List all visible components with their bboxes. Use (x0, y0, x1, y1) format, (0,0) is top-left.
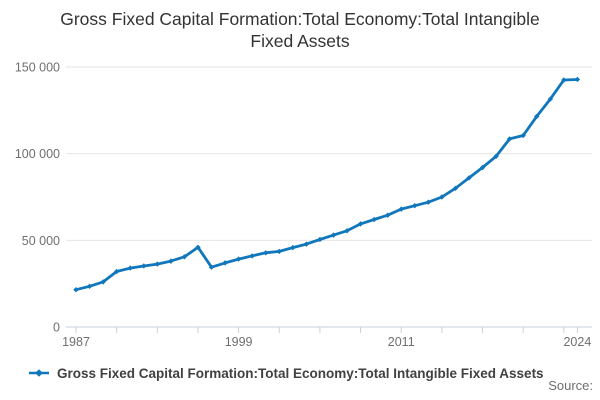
data-point[interactable] (208, 264, 215, 270)
data-point[interactable] (303, 241, 310, 247)
data-point[interactable] (249, 253, 255, 259)
gridlines (66, 66, 592, 241)
y-tick-label: 150 000 (15, 61, 60, 75)
axis-labels: 0 50 000 100 000 150 000 1987 1999 2011 2024 (15, 61, 592, 350)
data-point[interactable] (425, 199, 432, 205)
legend-label: Gross Fixed Capital Formation:Total Econ… (57, 365, 544, 381)
source-label: Source: (548, 378, 593, 393)
data-point[interactable] (317, 236, 323, 243)
data-point[interactable] (195, 244, 201, 250)
data-point[interactable] (520, 132, 526, 139)
x-tick-label: 1999 (225, 335, 253, 349)
data-point[interactable] (506, 136, 513, 142)
x-axis (66, 326, 592, 333)
data-point[interactable] (222, 260, 228, 266)
data-point[interactable] (384, 212, 391, 218)
x-tick-label: 2011 (388, 335, 415, 349)
data-point[interactable] (154, 261, 161, 267)
data-point[interactable] (127, 265, 133, 271)
data-point[interactable] (330, 232, 337, 238)
data-point[interactable] (344, 228, 350, 234)
data-series[interactable] (73, 76, 581, 293)
x-tick-label: 2024 (563, 335, 591, 349)
data-point[interactable] (479, 164, 486, 171)
data-point[interactable] (168, 258, 174, 264)
data-point[interactable] (290, 244, 296, 251)
data-point[interactable] (534, 113, 540, 120)
y-tick-label: 100 000 (15, 147, 60, 161)
data-point[interactable] (452, 185, 459, 192)
x-tick-label: 1987 (62, 335, 90, 349)
data-point[interactable] (493, 153, 499, 159)
data-point[interactable] (181, 254, 188, 260)
data-point[interactable] (371, 216, 377, 223)
data-point[interactable] (398, 206, 404, 212)
data-point[interactable] (412, 202, 418, 209)
data-point[interactable] (141, 263, 147, 269)
data-point[interactable] (73, 287, 79, 293)
series-line[interactable] (74, 78, 579, 292)
data-point[interactable] (574, 76, 581, 83)
data-point[interactable] (561, 77, 567, 83)
data-point[interactable] (276, 248, 282, 255)
data-point[interactable] (466, 175, 472, 181)
chart-title: Gross Fixed Capital Formation:Total Econ… (60, 9, 540, 51)
data-point[interactable] (263, 250, 269, 256)
legend-line-marker-icon (29, 369, 49, 377)
data-point[interactable] (100, 279, 106, 285)
data-point[interactable] (113, 268, 120, 275)
y-tick-label: 50 000 (22, 234, 60, 248)
data-point[interactable] (357, 221, 364, 227)
y-tick-label: 0 (53, 321, 60, 335)
data-point[interactable] (439, 194, 445, 200)
data-point[interactable] (235, 256, 242, 262)
legend-item[interactable]: Gross Fixed Capital Formation:Total Econ… (28, 364, 544, 382)
data-point[interactable] (86, 283, 93, 289)
data-point[interactable] (547, 96, 553, 102)
